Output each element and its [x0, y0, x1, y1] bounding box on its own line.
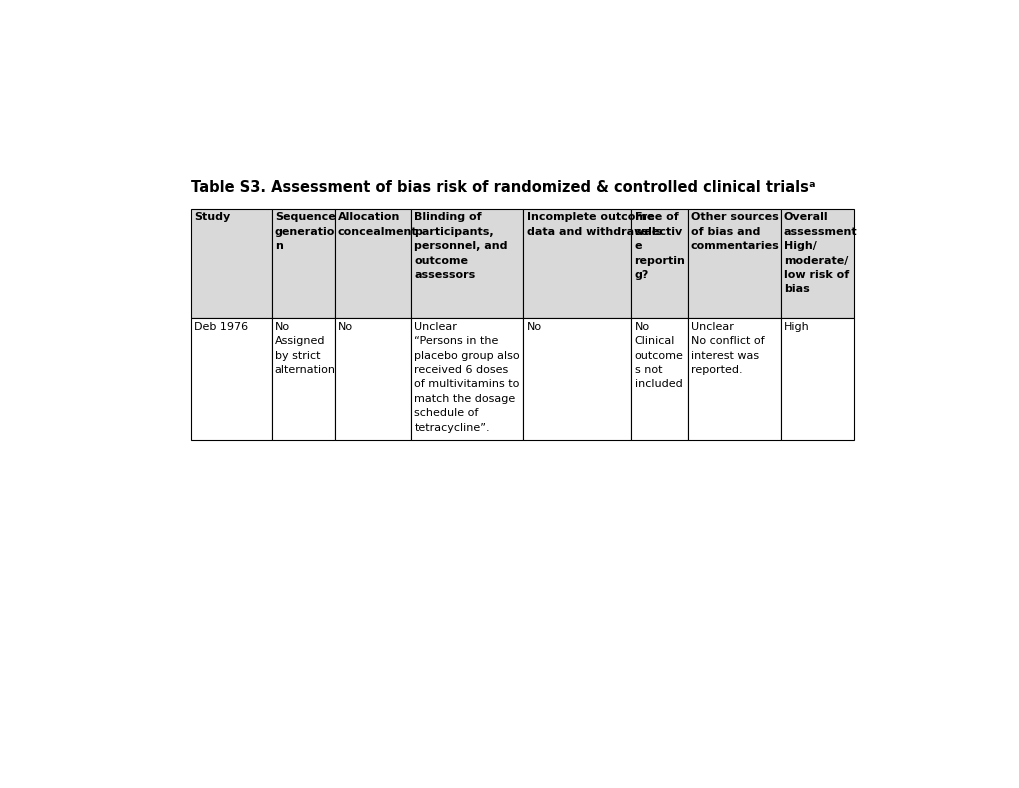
Bar: [411, 318, 523, 440]
Bar: [191, 318, 271, 440]
Text: Unclear
No conflict of
interest was
reported.: Unclear No conflict of interest was repo…: [690, 322, 763, 375]
Text: Unclear
“Persons in the
placebo group also
received 6 doses
of multivitamins to
: Unclear “Persons in the placebo group al…: [414, 322, 520, 433]
Bar: [780, 209, 854, 318]
Text: No: No: [337, 322, 353, 332]
Text: No
Clinical
outcome
s not
included: No Clinical outcome s not included: [634, 322, 683, 389]
Bar: [411, 209, 523, 318]
Bar: [687, 209, 780, 318]
Bar: [631, 318, 687, 440]
Bar: [271, 318, 334, 440]
Text: Allocation
concealment: Allocation concealment: [337, 213, 417, 236]
Bar: [271, 209, 334, 318]
Bar: [334, 209, 411, 318]
Bar: [687, 318, 780, 440]
Text: Free of
selectiv
e
reportin
g?: Free of selectiv e reportin g?: [634, 213, 685, 280]
Bar: [523, 209, 631, 318]
Bar: [334, 318, 411, 440]
Text: Overall
assessment
High/
moderate/
low risk of
bias: Overall assessment High/ moderate/ low r…: [783, 213, 857, 295]
Text: Blinding of
participants,
personnel, and
outcome
assessors: Blinding of participants, personnel, and…: [414, 213, 507, 280]
Bar: [523, 318, 631, 440]
Text: Other sources
of bias and
commentaries: Other sources of bias and commentaries: [690, 213, 779, 251]
Text: Incomplete outcome
data and withdrawals: Incomplete outcome data and withdrawals: [526, 213, 661, 236]
Text: No: No: [526, 322, 541, 332]
Bar: [191, 209, 271, 318]
Text: Sequence
generatio
n: Sequence generatio n: [274, 213, 335, 251]
Text: Deb 1976: Deb 1976: [194, 322, 248, 332]
Text: Study: Study: [194, 213, 230, 222]
Bar: [631, 209, 687, 318]
Bar: [780, 318, 854, 440]
Text: No
Assigned
by strict
alternation: No Assigned by strict alternation: [274, 322, 335, 375]
Text: Table S3. Assessment of bias risk of randomized & controlled clinical trialsᵃ: Table S3. Assessment of bias risk of ran…: [191, 180, 815, 195]
Text: High: High: [783, 322, 809, 332]
